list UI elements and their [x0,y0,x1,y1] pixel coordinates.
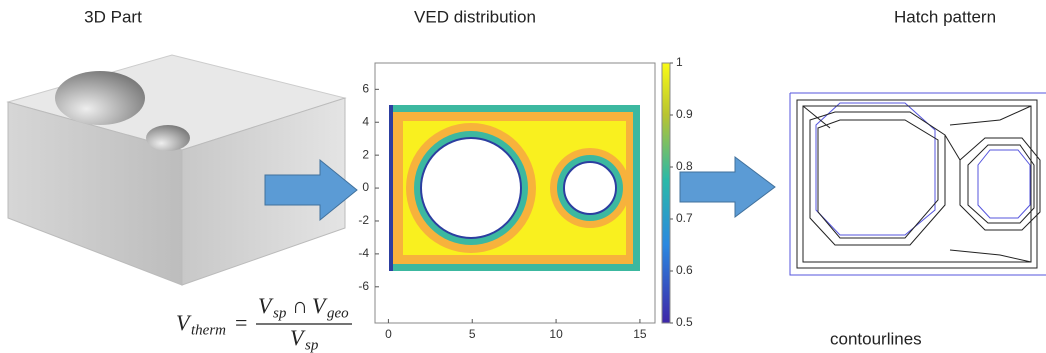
x-tick-label: 5 [469,327,476,341]
formula-text: geo [327,305,349,321]
x-tick-label: 15 [633,327,647,341]
formula-text: sp [305,337,319,353]
ved-map [375,63,670,323]
formula-text: therm [191,322,226,338]
colorbar-tick-label: 0.5 [676,315,693,329]
y-tick-label: -4 [358,246,369,260]
formula-text: V [176,310,192,335]
formula-text: V [290,325,306,350]
y-tick-label: 4 [362,114,369,128]
colorbar-tick-label: 0.6 [676,263,693,277]
y-tick-label: 2 [362,147,369,161]
colorbar [662,63,670,323]
colorbar-tick-label: 0.7 [676,211,693,225]
formula-text: V [312,293,328,318]
x-tick-label: 0 [385,327,392,341]
y-tick-label: -6 [358,279,369,293]
formula-text: = [235,310,247,335]
colorbar-tick-label: 1 [676,55,683,69]
y-tick-label: -2 [358,213,369,227]
hole [564,162,616,214]
figure: 3D Part VED distribution Hatch pattern V… [0,0,1046,353]
y-tick-label: 0 [362,180,369,194]
arrow [680,157,775,217]
formula-text: ∩ [292,293,308,318]
colorbar-tick-label: 0.9 [676,107,693,121]
hatch-pattern [790,93,1046,275]
panel-title: VED distribution [414,7,536,26]
y-tick-label: 6 [362,82,369,96]
colorbar-tick-label: 0.8 [676,159,693,173]
panel-title: Hatch pattern [894,7,996,26]
formula-text: sp [273,305,287,321]
x-tick-label: 10 [549,327,563,341]
panel-title: 3D Part [84,7,142,26]
formula-text: V [258,293,274,318]
part-3d [8,55,345,285]
hole [421,138,521,238]
formula: V therm = V sp ∩ V geo V sp [176,293,352,353]
caption: contourlines [830,329,922,348]
